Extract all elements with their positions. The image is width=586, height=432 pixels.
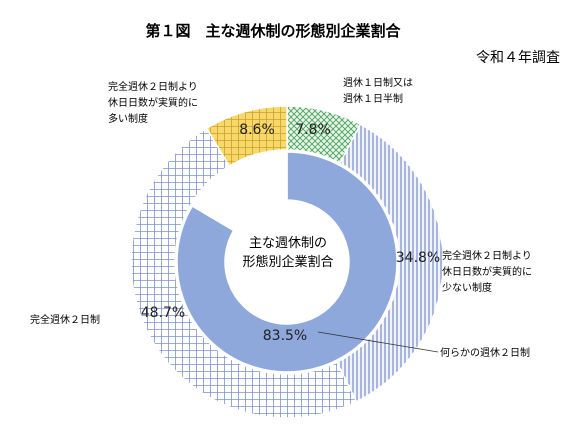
annotation-line: 完全週休２日制より <box>108 80 198 93</box>
outer-ring <box>130 105 444 419</box>
chart-subtitle: 令和４年調査 <box>476 50 560 66</box>
outer-slice-1 <box>335 123 444 403</box>
center-label-line-1: 主な週休制の <box>249 236 327 251</box>
annotation-weekly-1day: 週休１日制又は 週休１日半制 <box>343 76 413 105</box>
annotation-less-than-full: 完全週休２日制より 休日日数が実質的に 少ない制度 <box>442 249 532 294</box>
inner-ring <box>176 151 398 373</box>
leader-line <box>317 331 439 353</box>
annotation-line: 多い制度 <box>108 112 148 125</box>
annotation-line: 休日日数が実質的に <box>442 265 532 278</box>
outer-slice-3 <box>205 105 288 168</box>
annotation-line: 週休１日制又は <box>343 76 413 89</box>
value-label-full-2day: 48.7% <box>141 305 185 321</box>
annotation-some-2day: 何らかの週休２日制 <box>317 331 530 359</box>
annotation-line: 何らかの週休２日制 <box>440 346 530 359</box>
inner-slice-1 <box>191 151 288 232</box>
annotation-full-2day: 完全週休２日制 <box>30 313 100 326</box>
annotation-line: 週休１日半制 <box>343 92 403 105</box>
annotation-line: 完全週休２日制より <box>442 249 532 262</box>
center-label-line-2: 形態別企業割合 <box>242 254 333 270</box>
value-label-some-2day: 83.5% <box>263 328 307 344</box>
chart-title: 第１図 主な週休制の形態別企業割合 <box>145 22 401 40</box>
annotation-line: 完全週休２日制 <box>30 313 100 326</box>
value-label-weekly-1day: 7.8% <box>295 122 331 138</box>
outer-slice-2 <box>130 127 358 419</box>
annotation-line: 少ない制度 <box>442 281 492 294</box>
value-label-more-than-full: 8.6% <box>239 122 275 138</box>
value-label-less-than-full: 34.8% <box>396 250 440 266</box>
annotation-line: 休日日数が実質的に <box>108 96 198 109</box>
annotation-more-than-full: 完全週休２日制より 休日日数が実質的に 多い制度 <box>108 80 198 125</box>
inner-slice-0 <box>176 151 398 373</box>
